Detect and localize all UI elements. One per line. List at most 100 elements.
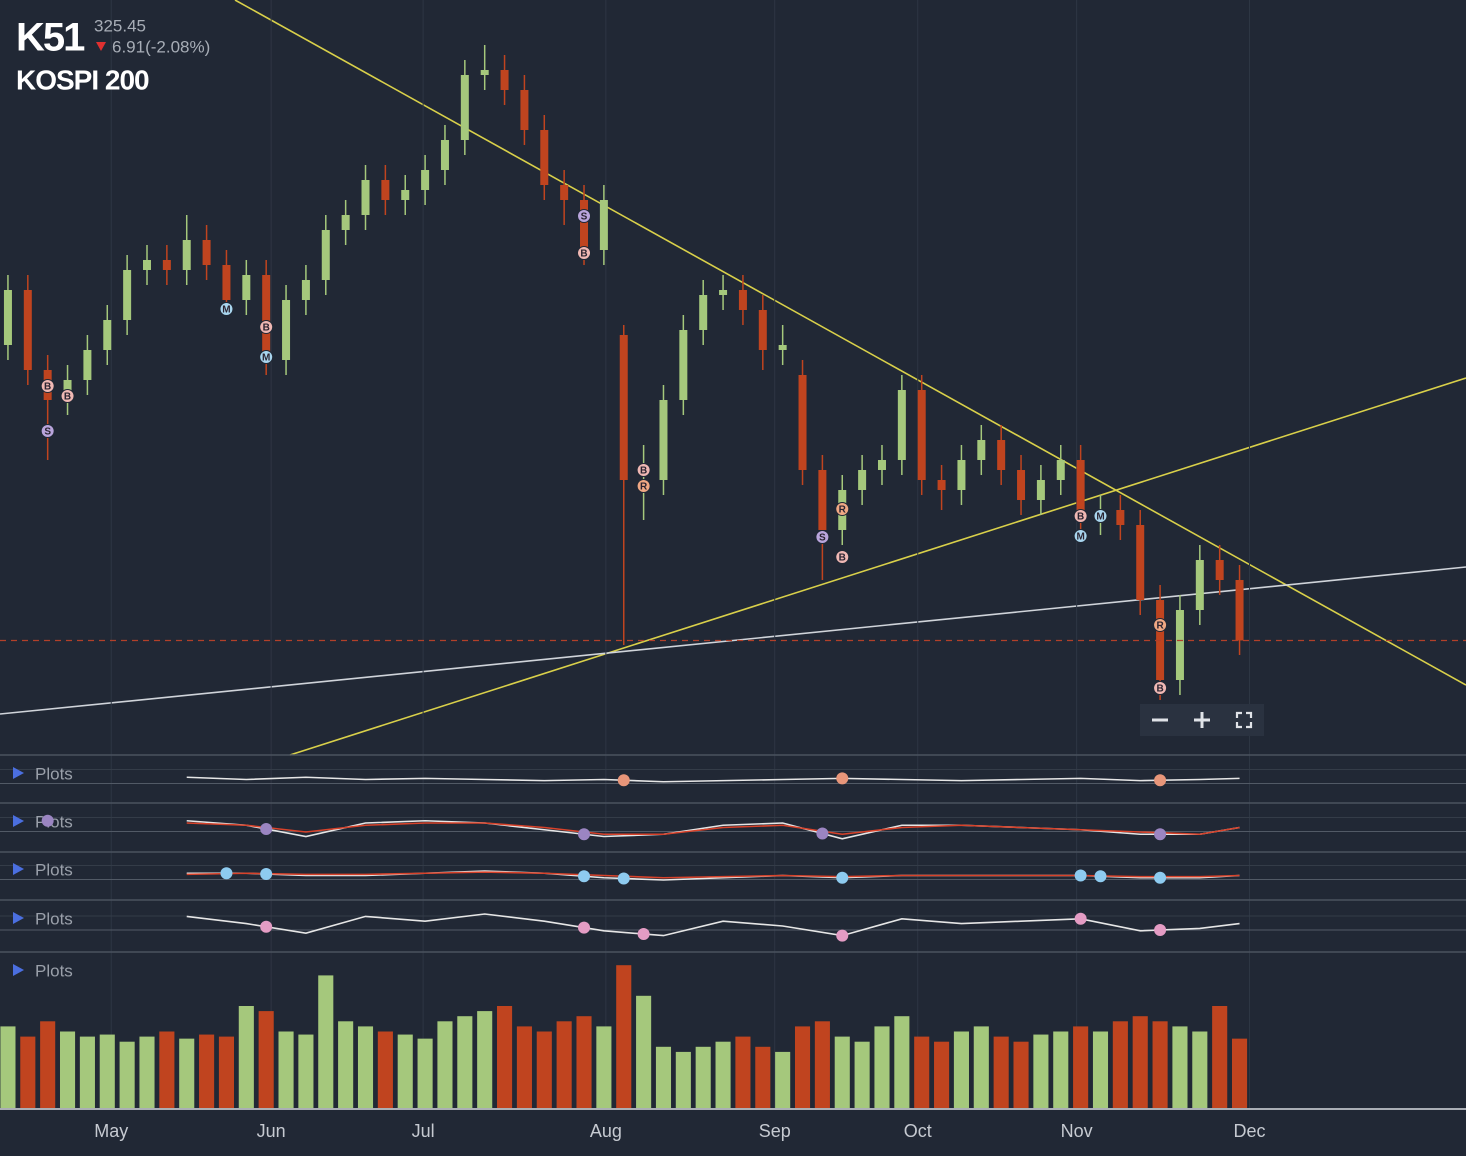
volume-bar — [199, 1034, 215, 1108]
volume-bar — [417, 1038, 433, 1108]
volume-bar — [437, 1021, 453, 1108]
indicator-dot — [1094, 870, 1107, 883]
candle-body — [540, 130, 549, 185]
zoom-in[interactable] — [1184, 706, 1220, 734]
indicator-panes: Plots Plots Plots Plots Plots — [0, 754, 1466, 980]
fullscreen-icon — [1235, 711, 1253, 729]
volume-bar — [695, 1046, 711, 1108]
volume-bar — [675, 1051, 691, 1108]
expand-arrow — [13, 767, 24, 779]
indicator-dot — [816, 827, 829, 840]
volume-bar — [755, 1046, 771, 1108]
candle-body — [937, 480, 946, 490]
volume-bar — [655, 1046, 672, 1108]
fullscreen-area[interactable] — [1228, 706, 1260, 734]
volume-bar — [814, 1021, 830, 1108]
signal-marker — [1073, 509, 1088, 523]
candle-body — [222, 265, 231, 300]
volume-bar — [79, 1036, 95, 1108]
signal-marker — [577, 246, 592, 260]
candle-body — [262, 275, 271, 360]
indicator-dot — [1074, 869, 1087, 882]
volume-bar — [556, 1021, 572, 1108]
volume-bar — [218, 1036, 235, 1108]
volume-pane — [0, 965, 1248, 1108]
candle-body — [917, 390, 926, 480]
signal-label: B — [839, 553, 846, 564]
zoom-out[interactable] — [1142, 706, 1178, 734]
volume-bar — [874, 1026, 890, 1108]
candle-body — [500, 70, 509, 90]
signal-label: B — [1077, 512, 1084, 523]
signal-label: R — [1156, 621, 1164, 632]
candle-body — [361, 180, 370, 215]
x-tick-label: Oct — [904, 1121, 932, 1141]
candle-body — [738, 290, 747, 310]
signal-marker — [40, 424, 55, 438]
volume-bar — [775, 1051, 791, 1108]
volume-bar — [258, 1011, 274, 1108]
x-tick-label: Aug — [590, 1121, 622, 1141]
trendlines — [0, 0, 1466, 756]
candle-body — [659, 400, 668, 480]
candle-body — [719, 290, 728, 295]
candle-body — [679, 330, 688, 400]
volume-bar — [1073, 1026, 1089, 1108]
grid — [110, 0, 1250, 1108]
volume-bar — [636, 995, 652, 1108]
header: K51 325.45 6.91(-2.08%) KOSPI 200 — [16, 16, 210, 96]
indicator-line — [186, 822, 1240, 836]
signal-marker — [577, 209, 592, 223]
signal-marker — [60, 389, 75, 403]
indicator-dot — [637, 928, 650, 940]
signal-label: M — [262, 353, 270, 364]
volume-bar — [854, 1041, 870, 1108]
signal-label: S — [581, 212, 588, 223]
volume-bar — [1112, 1021, 1128, 1108]
candle-body — [877, 460, 886, 470]
x-tick-label: Jun — [257, 1121, 286, 1141]
signal-label: R — [640, 482, 648, 493]
volume-bar — [914, 1036, 930, 1108]
signal-marker — [636, 479, 651, 493]
signal-marker — [1093, 509, 1108, 523]
price: 325.45 — [94, 16, 146, 35]
volume-bar — [715, 1041, 731, 1108]
candle-body — [758, 310, 767, 350]
candle-body — [162, 260, 171, 270]
pane-label: Plots — [35, 909, 73, 928]
pane-label: Plots — [35, 812, 73, 831]
indicator-dot — [1154, 828, 1167, 841]
volume-bar — [1033, 1034, 1049, 1108]
candle-body — [699, 295, 708, 330]
x-tick-label: May — [94, 1121, 128, 1141]
signal-label: B — [640, 466, 647, 477]
indicator-dot — [260, 868, 273, 880]
indicator-dot — [617, 872, 630, 885]
candle-body — [798, 375, 807, 470]
volume-bar — [516, 1026, 532, 1108]
indicator-dot — [836, 871, 849, 884]
instrument-name: KOSPI 200 — [16, 64, 149, 95]
candle-body — [123, 270, 132, 320]
candle-body — [440, 140, 449, 170]
volume-bar — [377, 1031, 393, 1108]
candle-body — [1136, 525, 1145, 600]
fullscreen[interactable] — [1228, 706, 1260, 734]
candle-body — [103, 320, 112, 350]
candle-body — [599, 200, 608, 250]
candle-body — [1235, 580, 1244, 641]
candle-body — [381, 180, 390, 200]
signal-marker — [1073, 529, 1088, 543]
volume-bar — [298, 1034, 314, 1108]
volume-bar — [894, 1016, 910, 1108]
signal-label: B — [64, 392, 71, 403]
signal-marker — [815, 530, 830, 544]
volume-bar — [1231, 1038, 1248, 1108]
candle-body — [818, 470, 827, 530]
volume-bar — [139, 1036, 155, 1108]
volume-bar — [20, 1036, 36, 1108]
